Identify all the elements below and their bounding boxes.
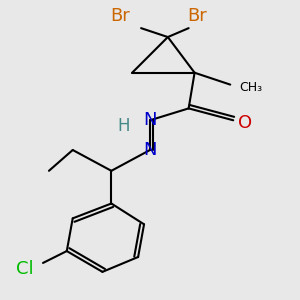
Text: Cl: Cl — [16, 260, 34, 278]
Text: CH₃: CH₃ — [239, 81, 262, 94]
Text: N: N — [143, 111, 157, 129]
Text: O: O — [238, 114, 252, 132]
Text: Br: Br — [188, 7, 207, 25]
Text: Br: Br — [110, 7, 130, 25]
Text: N: N — [143, 141, 157, 159]
Text: H: H — [117, 117, 130, 135]
